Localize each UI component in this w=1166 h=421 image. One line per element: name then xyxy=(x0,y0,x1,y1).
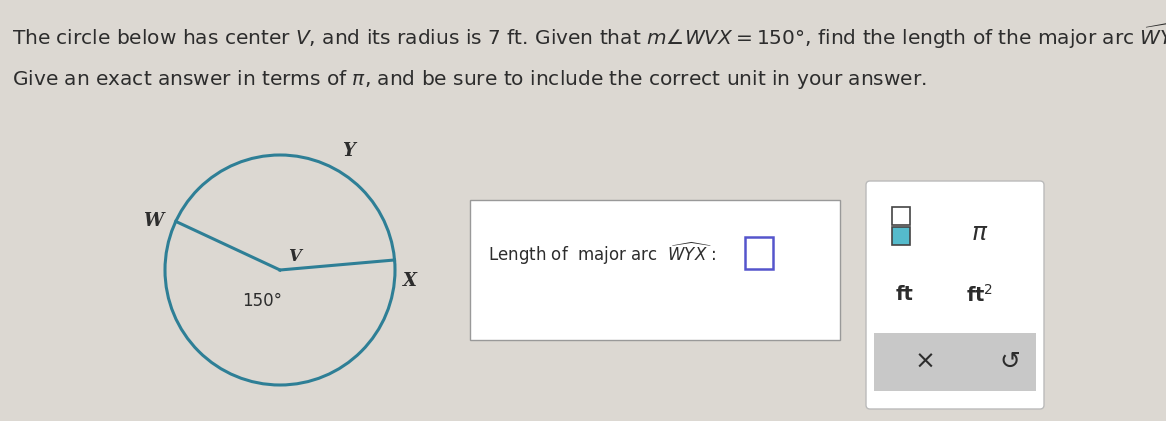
Text: Give an exact answer in terms of $\pi$, and be sure to include the correct unit : Give an exact answer in terms of $\pi$, … xyxy=(12,68,927,91)
Bar xyxy=(745,237,773,269)
Bar xyxy=(470,200,840,340)
FancyBboxPatch shape xyxy=(866,181,1044,409)
Bar xyxy=(892,227,909,245)
Text: 150°: 150° xyxy=(243,292,282,310)
Text: ft: ft xyxy=(895,285,914,304)
Text: V: V xyxy=(288,248,301,265)
Bar xyxy=(874,333,1037,391)
Text: Y: Y xyxy=(342,142,354,160)
Bar xyxy=(892,207,909,225)
Text: ft$^2$: ft$^2$ xyxy=(967,284,993,306)
Text: The circle below has center $V$, and its radius is 7 ft. Given that $m\angle WVX: The circle below has center $V$, and its… xyxy=(12,22,1166,51)
Text: $\pi$: $\pi$ xyxy=(971,221,989,245)
Text: W: W xyxy=(143,213,163,230)
Text: ×: × xyxy=(914,350,935,374)
Text: ↺: ↺ xyxy=(999,350,1020,374)
Text: Length of  major arc  $\widehat{WYX}$ :: Length of major arc $\widehat{WYX}$ : xyxy=(489,240,717,266)
Text: X: X xyxy=(402,272,416,290)
